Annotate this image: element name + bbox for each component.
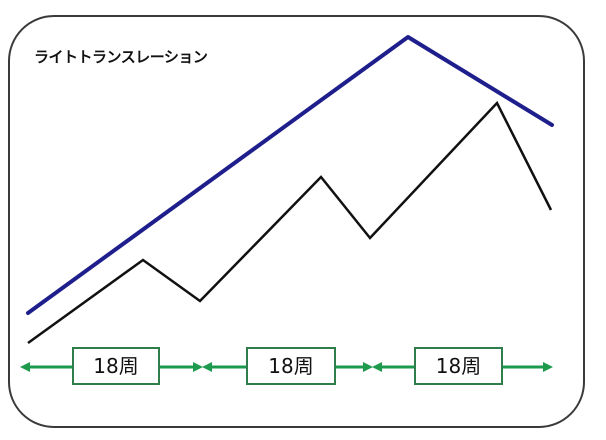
period-label-3: 18周 — [414, 347, 503, 385]
period-label-2: 18周 — [246, 347, 336, 385]
upper-trend-line — [26, 35, 554, 315]
diagram-title: ライトトランスレーション — [34, 48, 208, 66]
price-cycle-line — [27, 100, 553, 345]
period-label-1: 18周 — [72, 347, 160, 385]
